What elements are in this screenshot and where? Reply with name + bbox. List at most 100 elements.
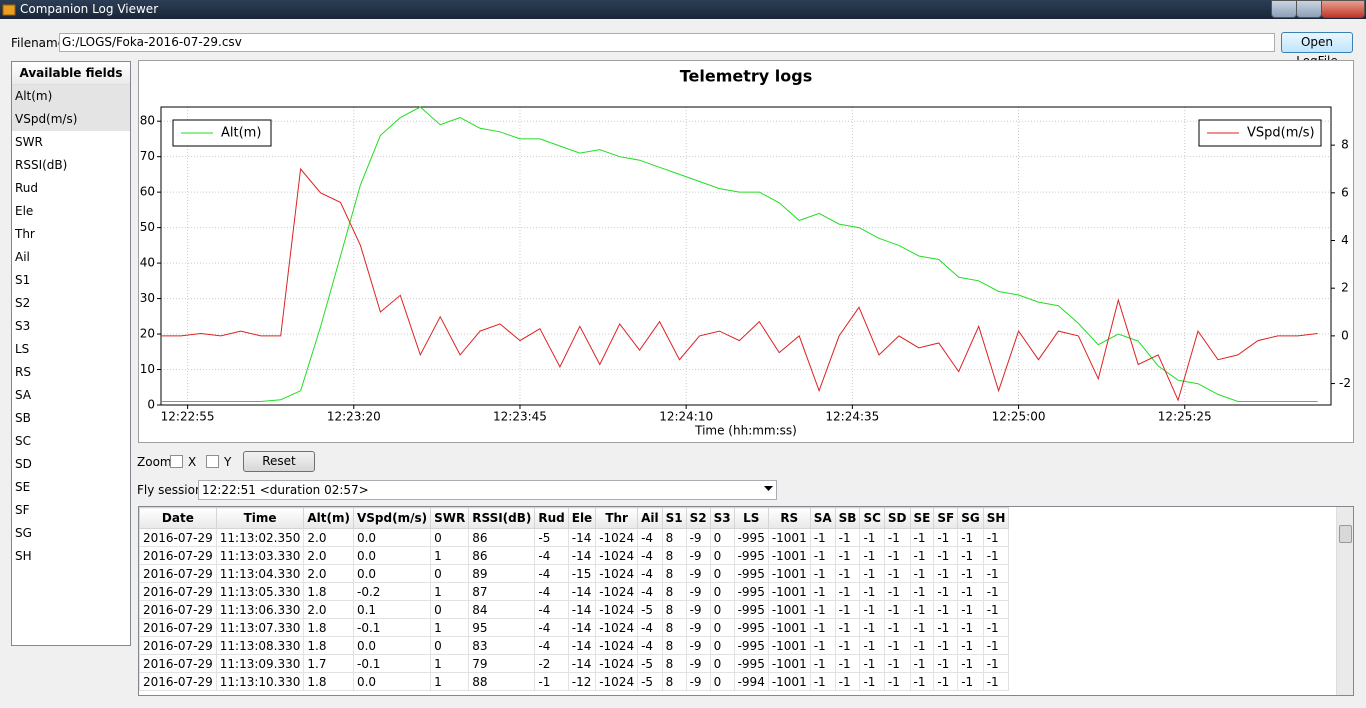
dropdown-arrow [764, 486, 773, 491]
table-cell: -4 [637, 546, 663, 565]
table-cell: -15 [567, 564, 597, 583]
table-cell: -1 [982, 546, 1010, 565]
table-cell: 1.8 [303, 618, 354, 637]
table-cell: 86 [468, 528, 536, 547]
table-cell: -1001 [767, 600, 811, 619]
scroll-thumb[interactable] [1339, 525, 1352, 543]
chart-title: Telemetry logs [680, 67, 813, 86]
table-cell: 0.0 [352, 546, 432, 565]
table-cell: -1 [909, 528, 935, 547]
table-cell: -14 [567, 636, 597, 655]
x-axis-label: Time (hh:mm:ss) [694, 424, 797, 438]
table-cell: -1 [982, 654, 1010, 673]
field-item[interactable]: RSSI(dB) [15, 158, 68, 172]
table-cell: -1 [982, 618, 1010, 637]
field-item[interactable]: RS [15, 365, 31, 379]
table-cell: -14 [567, 654, 597, 673]
table-cell: -995 [733, 546, 769, 565]
table-cell: -1 [933, 636, 959, 655]
table-cell: -1 [933, 618, 959, 637]
table-cell: -1 [834, 636, 861, 655]
table-cell: -1001 [767, 672, 811, 691]
table-cell: -1 [909, 672, 935, 691]
table-cell: -1 [982, 582, 1010, 601]
table-cell: -1 [859, 618, 885, 637]
table-cell: -4 [534, 546, 569, 565]
table-cell: -1 [933, 546, 959, 565]
table-cell: -4 [534, 600, 569, 619]
field-item[interactable]: SA [15, 388, 32, 402]
table-cell: 0 [430, 600, 470, 619]
close-button[interactable] [1321, 0, 1365, 18]
field-item[interactable]: Ail [15, 250, 30, 264]
field-item[interactable]: SWR [15, 135, 43, 149]
table-cell: -4 [637, 528, 663, 547]
table-cell: -1 [809, 654, 836, 673]
field-item[interactable]: S2 [15, 296, 31, 310]
table-cell: -14 [567, 600, 597, 619]
minimize-button[interactable] [1271, 0, 1297, 18]
app-icon [2, 4, 16, 16]
table-cell: -1 [834, 672, 861, 691]
table-cell: -9 [685, 582, 711, 601]
column-header: Ail [637, 507, 663, 529]
field-item[interactable]: SB [15, 411, 31, 425]
zoom-x-checkbox[interactable] [170, 455, 183, 468]
table-cell: -1 [859, 672, 885, 691]
field-item[interactable]: Ele [15, 204, 34, 218]
table-cell: -1001 [767, 546, 811, 565]
field-item[interactable]: S1 [15, 273, 31, 287]
zoom-y-checkbox[interactable] [206, 455, 219, 468]
field-item[interactable]: SF [15, 503, 30, 517]
table-cell: -1 [909, 546, 935, 565]
table-cell: 2016-07-29 [139, 618, 217, 637]
filename-label: Filename [11, 36, 66, 50]
table-cell: -14 [567, 528, 597, 547]
table-cell: 0 [709, 564, 735, 583]
field-item[interactable]: SE [15, 480, 31, 494]
table-cell: 2016-07-29 [139, 636, 217, 655]
y-tick-label: 80 [140, 114, 155, 128]
field-item[interactable]: SG [15, 526, 32, 540]
table-cell: -1 [834, 618, 861, 637]
reset-button[interactable]: Reset [243, 451, 315, 472]
table-cell: -5 [637, 654, 663, 673]
table-cell: -1 [933, 582, 959, 601]
table-cell: 1.8 [303, 636, 354, 655]
field-item[interactable]: Alt(m) [12, 85, 130, 108]
vertical-scrollbar[interactable] [1336, 507, 1353, 695]
table-cell: 0.0 [352, 672, 432, 691]
field-item[interactable]: Rud [15, 181, 39, 195]
table-row: 2016-07-29 11:13:06.330 2.0 0.1 0 84 -4 -14 -102… [139, 600, 1010, 619]
table-cell: -9 [685, 654, 711, 673]
table-cell: 84 [468, 600, 536, 619]
open-logfile-button[interactable]: Open LogFile [1281, 32, 1353, 68]
table-cell: 2016-07-29 [139, 672, 217, 691]
filename-input[interactable]: G:/LOGS/Foka-2016-07-29.csv [59, 33, 1275, 52]
table-cell: 11:13:05.330 [215, 582, 305, 601]
table-cell: -1001 [767, 618, 811, 637]
table-cell: 11:13:04.330 [215, 564, 305, 583]
column-header: SF [933, 507, 959, 529]
table-cell: 0 [430, 528, 470, 547]
field-item[interactable]: VSpd(m/s) [12, 108, 130, 131]
field-item[interactable]: SD [15, 457, 32, 471]
table-cell: -1024 [595, 600, 639, 619]
field-item[interactable]: S3 [15, 319, 31, 333]
field-item[interactable]: SC [15, 434, 31, 448]
field-item[interactable]: Thr [15, 227, 35, 241]
column-header: SB [834, 507, 861, 529]
table-cell: -9 [685, 672, 711, 691]
field-item[interactable]: LS [15, 342, 30, 356]
y-tick-label: 10 [140, 362, 155, 376]
table-cell: 8 [661, 546, 687, 565]
zoom-x-label: X [188, 455, 197, 469]
table-cell: -1 [534, 672, 569, 691]
maximize-button[interactable] [1296, 0, 1322, 18]
table-cell: -1 [859, 600, 885, 619]
table-cell: -1 [883, 618, 911, 637]
field-item[interactable]: SH [15, 549, 32, 563]
table-cell: -1 [834, 528, 861, 547]
sessions-combo[interactable]: 12:22:51 <duration 02:57> [198, 480, 777, 500]
table-cell: 2.0 [303, 528, 354, 547]
